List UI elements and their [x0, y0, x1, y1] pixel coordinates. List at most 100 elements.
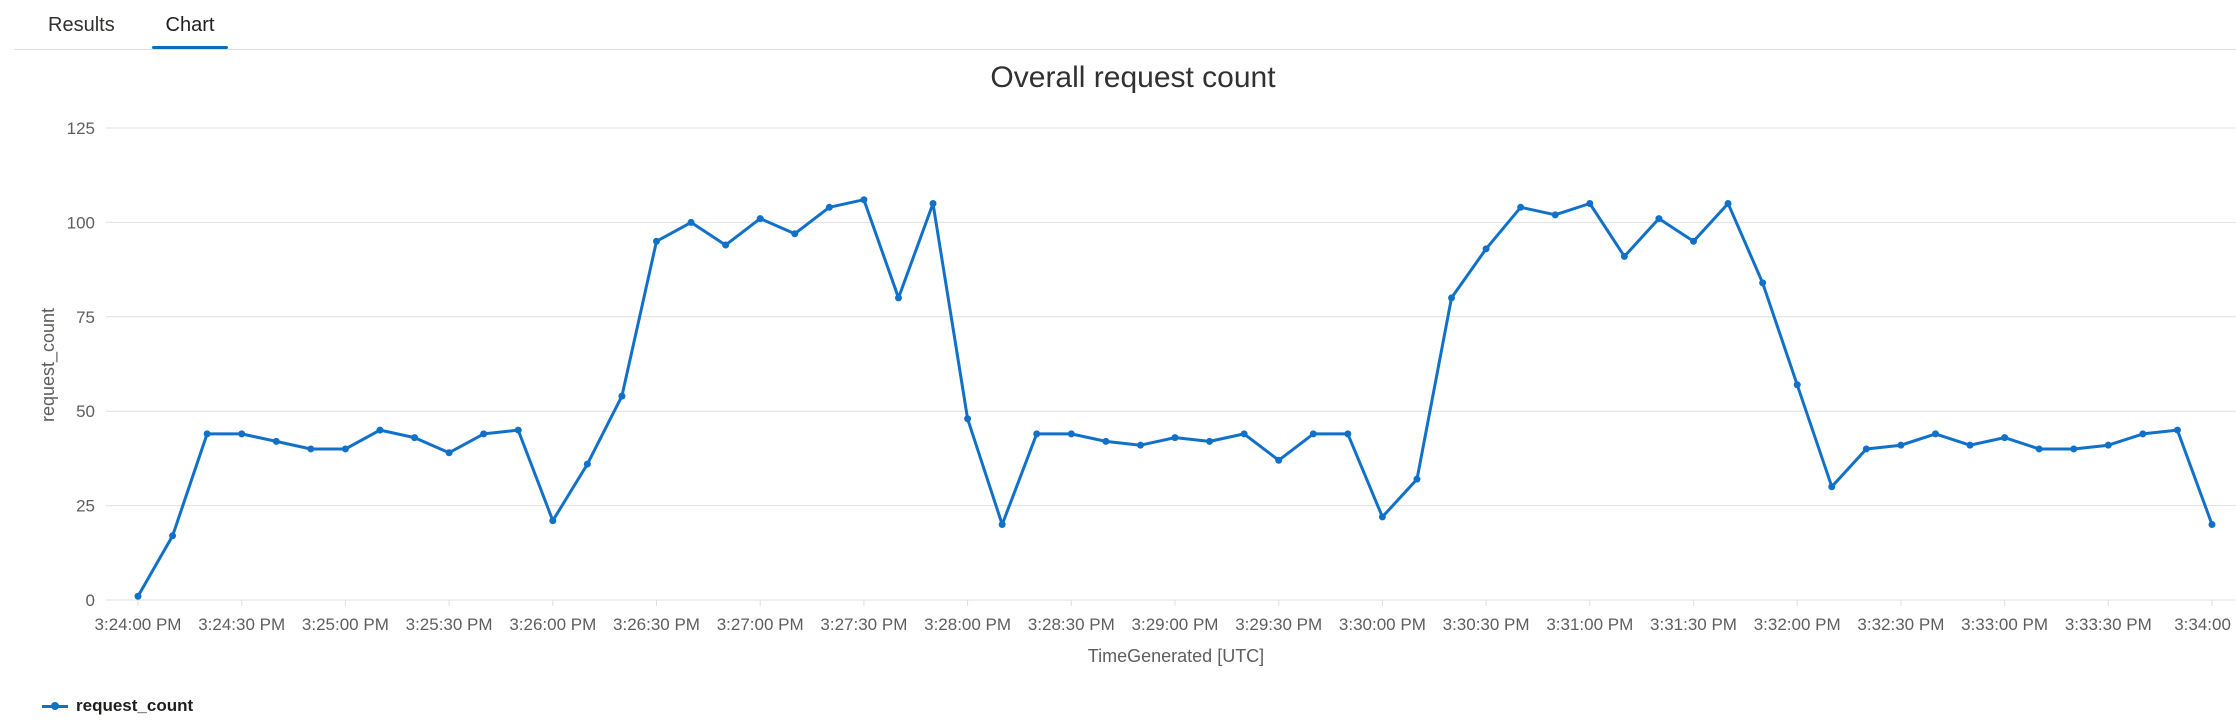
x-tick-label: 3:27:00 PM [717, 615, 804, 634]
data-point[interactable] [1724, 200, 1732, 208]
data-point[interactable] [583, 460, 591, 468]
x-tick-label: 3:25:00 PM [302, 615, 389, 634]
x-tick-label: 3:26:00 PM [509, 615, 596, 634]
data-point[interactable] [549, 517, 557, 525]
data-point[interactable] [653, 237, 660, 245]
data-point[interactable] [722, 241, 730, 249]
data-point[interactable] [411, 434, 419, 442]
data-point[interactable] [341, 445, 349, 453]
data-point[interactable] [1862, 445, 1870, 453]
x-axis-label: TimeGenerated [UTC] [1088, 646, 1264, 666]
tab-results[interactable]: Results [48, 12, 115, 48]
data-point[interactable] [1206, 437, 1214, 445]
x-tick-label: 3:28:30 PM [1028, 615, 1115, 634]
data-point[interactable] [445, 449, 453, 457]
x-tick-label: 3:26:30 PM [613, 615, 700, 634]
x-tick-label: 3:30:00 PM [1339, 615, 1426, 634]
y-tick-label: 75 [76, 308, 95, 327]
x-tick-label: 3:31:00 PM [1546, 615, 1633, 634]
data-point[interactable] [1690, 237, 1697, 245]
data-point[interactable] [2035, 445, 2043, 453]
data-point[interactable] [1793, 381, 1801, 389]
legend-item-request-count[interactable]: request_count [42, 694, 193, 718]
data-point[interactable] [1620, 252, 1628, 260]
data-point[interactable] [1067, 430, 1075, 438]
data-point[interactable] [1413, 475, 1421, 483]
data-point[interactable] [756, 215, 764, 223]
y-tick-label: 50 [76, 402, 95, 421]
data-point[interactable] [1966, 441, 1974, 449]
x-tick-label: 3:29:30 PM [1235, 615, 1322, 634]
active-tab-indicator [152, 46, 228, 49]
y-tick-label: 100 [67, 213, 95, 232]
data-point[interactable] [791, 230, 799, 238]
line-chart: Overall request count 0 25 50 75 100 125 3:24… [38, 61, 2236, 666]
data-point[interactable] [1171, 434, 1179, 442]
data-point[interactable] [998, 520, 1006, 528]
series-request-count [134, 196, 2216, 600]
data-point[interactable] [1378, 513, 1386, 521]
data-point[interactable] [2001, 434, 2009, 442]
y-tick-label: 0 [86, 591, 95, 610]
data-point[interactable] [203, 430, 211, 438]
y-axis-ticks: 0 25 50 75 100 125 [67, 119, 95, 610]
x-tick-label: 3:32:30 PM [1857, 615, 1944, 634]
data-point[interactable] [2104, 441, 2112, 449]
data-point[interactable] [1828, 483, 1836, 491]
data-point[interactable] [929, 200, 937, 208]
legend-label: request_count [76, 696, 194, 715]
data-point[interactable] [2173, 426, 2181, 434]
data-point[interactable] [1102, 437, 1110, 445]
data-point[interactable] [1344, 430, 1352, 438]
x-tick-label: 3:33:30 PM [2065, 615, 2152, 634]
grid [106, 127, 2236, 601]
data-point[interactable] [272, 437, 280, 445]
data-point[interactable] [480, 430, 488, 438]
data-point[interactable] [964, 415, 972, 423]
data-point[interactable] [618, 392, 626, 400]
x-tick-label: 3:30:30 PM [1443, 615, 1530, 634]
data-point[interactable] [1931, 430, 1939, 438]
data-point[interactable] [1655, 215, 1663, 223]
y-tick-label: 125 [67, 119, 95, 138]
data-point[interactable] [1240, 430, 1248, 438]
data-point[interactable] [894, 294, 902, 302]
data-point[interactable] [1759, 279, 1767, 287]
x-tick-label: 3:29:00 PM [1132, 615, 1219, 634]
x-tick-label: 3:34:00 ... [2174, 615, 2236, 634]
tab-bar: Results Chart [14, 0, 2236, 50]
tab-chart[interactable]: Chart [152, 12, 228, 49]
y-tick-label: 25 [76, 497, 95, 516]
x-tick-label: 3:33:00 PM [1961, 615, 2048, 634]
data-point[interactable] [514, 426, 522, 434]
data-point[interactable] [1136, 441, 1144, 449]
data-point[interactable] [1482, 245, 1490, 253]
data-point[interactable] [2070, 445, 2078, 453]
x-tick-label: 3:28:00 PM [924, 615, 1011, 634]
data-point[interactable] [825, 203, 833, 211]
data-point[interactable] [1309, 430, 1317, 438]
data-point[interactable] [1448, 294, 1456, 302]
tab-results-label: Results [48, 14, 115, 36]
data-point[interactable] [860, 196, 868, 204]
series-line-request-count [136, 198, 2214, 598]
data-point[interactable] [1275, 456, 1283, 464]
data-point[interactable] [134, 592, 142, 600]
legend-line-marker-icon [42, 701, 68, 710]
data-point[interactable] [307, 445, 315, 453]
data-point[interactable] [2139, 430, 2147, 438]
data-point[interactable] [1551, 211, 1559, 219]
data-point[interactable] [1033, 430, 1041, 438]
x-tick-label: 3:25:30 PM [406, 615, 493, 634]
data-point[interactable] [1517, 203, 1525, 211]
data-point[interactable] [1897, 441, 1905, 449]
chart-title: Overall request count [990, 61, 1276, 94]
x-tick-label: 3:32:00 PM [1754, 615, 1841, 634]
data-point[interactable] [376, 426, 384, 434]
data-point[interactable] [238, 430, 246, 438]
data-point[interactable] [1586, 200, 1594, 208]
data-point[interactable] [687, 218, 695, 226]
data-point[interactable] [2208, 520, 2216, 528]
x-axis-ticks: 3:24:00 PM 3:24:30 PM 3:25:00 PM 3:25:30 PM… [95, 600, 2236, 634]
data-point[interactable] [169, 532, 177, 540]
